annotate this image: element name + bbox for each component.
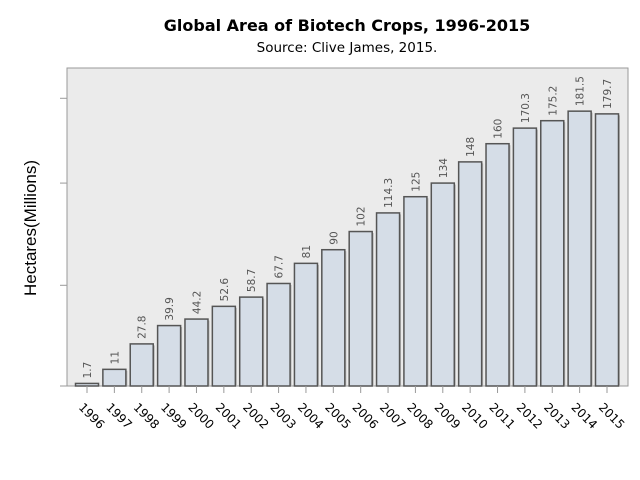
bar-2004	[293, 262, 319, 387]
x-tick-label: 2008	[404, 400, 435, 431]
bar-2005	[321, 248, 346, 387]
data-label: 90	[328, 231, 340, 244]
x-tick-label: 1997	[103, 400, 134, 431]
bar-2013	[540, 119, 565, 387]
data-label: 27.8	[137, 316, 149, 339]
bar-2008	[403, 195, 428, 387]
data-label: 102	[356, 206, 368, 226]
bars: 1.7 11 27.8 39.9 44.2 52.6 58.7 67.7 81 90 102 114.…	[74, 76, 620, 387]
bar-2003	[266, 282, 291, 387]
data-label: 58.7	[246, 269, 258, 292]
bar-2015	[594, 113, 620, 387]
data-label: 179.7	[602, 79, 614, 109]
bar-1999	[156, 324, 182, 387]
bar-2007	[375, 212, 401, 387]
data-label: 1.7	[82, 362, 94, 379]
data-label: 125	[410, 172, 422, 192]
data-label: 67.7	[274, 255, 286, 278]
bar-2009	[430, 182, 456, 387]
data-label: 175.2	[547, 86, 559, 116]
data-label: 11	[109, 351, 121, 364]
x-tick-label: 2007	[377, 400, 408, 431]
x-tick-label: 1999	[158, 400, 189, 431]
bar-1996	[74, 382, 100, 387]
x-tick-label: 2014	[569, 400, 600, 431]
bar-2002	[238, 296, 264, 387]
x-axis: 1996199719981999200020012002200320042005…	[76, 386, 627, 432]
data-label: 39.9	[164, 297, 176, 320]
x-tick-label: 2009	[432, 400, 463, 431]
x-tick-label: 1998	[131, 400, 162, 431]
bar-2000	[184, 318, 209, 387]
x-tick-label: 2010	[459, 400, 490, 431]
chart-title: Global Area of Biotech Crops, 1996-2015	[164, 16, 531, 35]
x-tick-label: 2002	[240, 400, 271, 431]
data-label: 181.5	[575, 76, 587, 106]
x-tick-label: 2000	[185, 400, 216, 431]
bar-2006	[348, 230, 373, 387]
y-axis-label: Hectares(Millions)	[21, 160, 40, 296]
y-axis	[60, 97, 67, 387]
x-tick-label: 2015	[596, 400, 627, 431]
bar-2014	[567, 110, 592, 387]
data-label: 114.3	[383, 178, 395, 208]
x-tick-label: 2005	[322, 400, 353, 431]
bar-1997	[102, 368, 127, 387]
bar-2012	[512, 127, 538, 387]
x-tick-label: 2006	[350, 400, 381, 431]
chart-subtitle: Source: Clive James, 2015.	[257, 40, 438, 56]
bar-2001	[211, 305, 237, 387]
data-label: 81	[301, 245, 313, 258]
x-tick-label: 1996	[76, 400, 107, 431]
bar-2011	[485, 142, 510, 387]
x-tick-label: 2011	[486, 400, 517, 431]
data-label: 160	[493, 119, 505, 139]
bar-1998	[129, 343, 154, 387]
data-label: 52.6	[219, 278, 231, 302]
x-tick-label: 2001	[213, 400, 244, 431]
x-tick-label: 2004	[295, 400, 326, 431]
data-label: 44.2	[191, 291, 203, 314]
x-tick-label: 2013	[541, 400, 572, 431]
bar-2010	[457, 161, 483, 387]
data-label: 134	[438, 158, 450, 178]
data-label: 148	[465, 137, 477, 157]
x-tick-label: 2003	[267, 400, 298, 431]
x-tick-label: 2012	[514, 400, 545, 431]
data-label: 170.3	[520, 93, 532, 123]
